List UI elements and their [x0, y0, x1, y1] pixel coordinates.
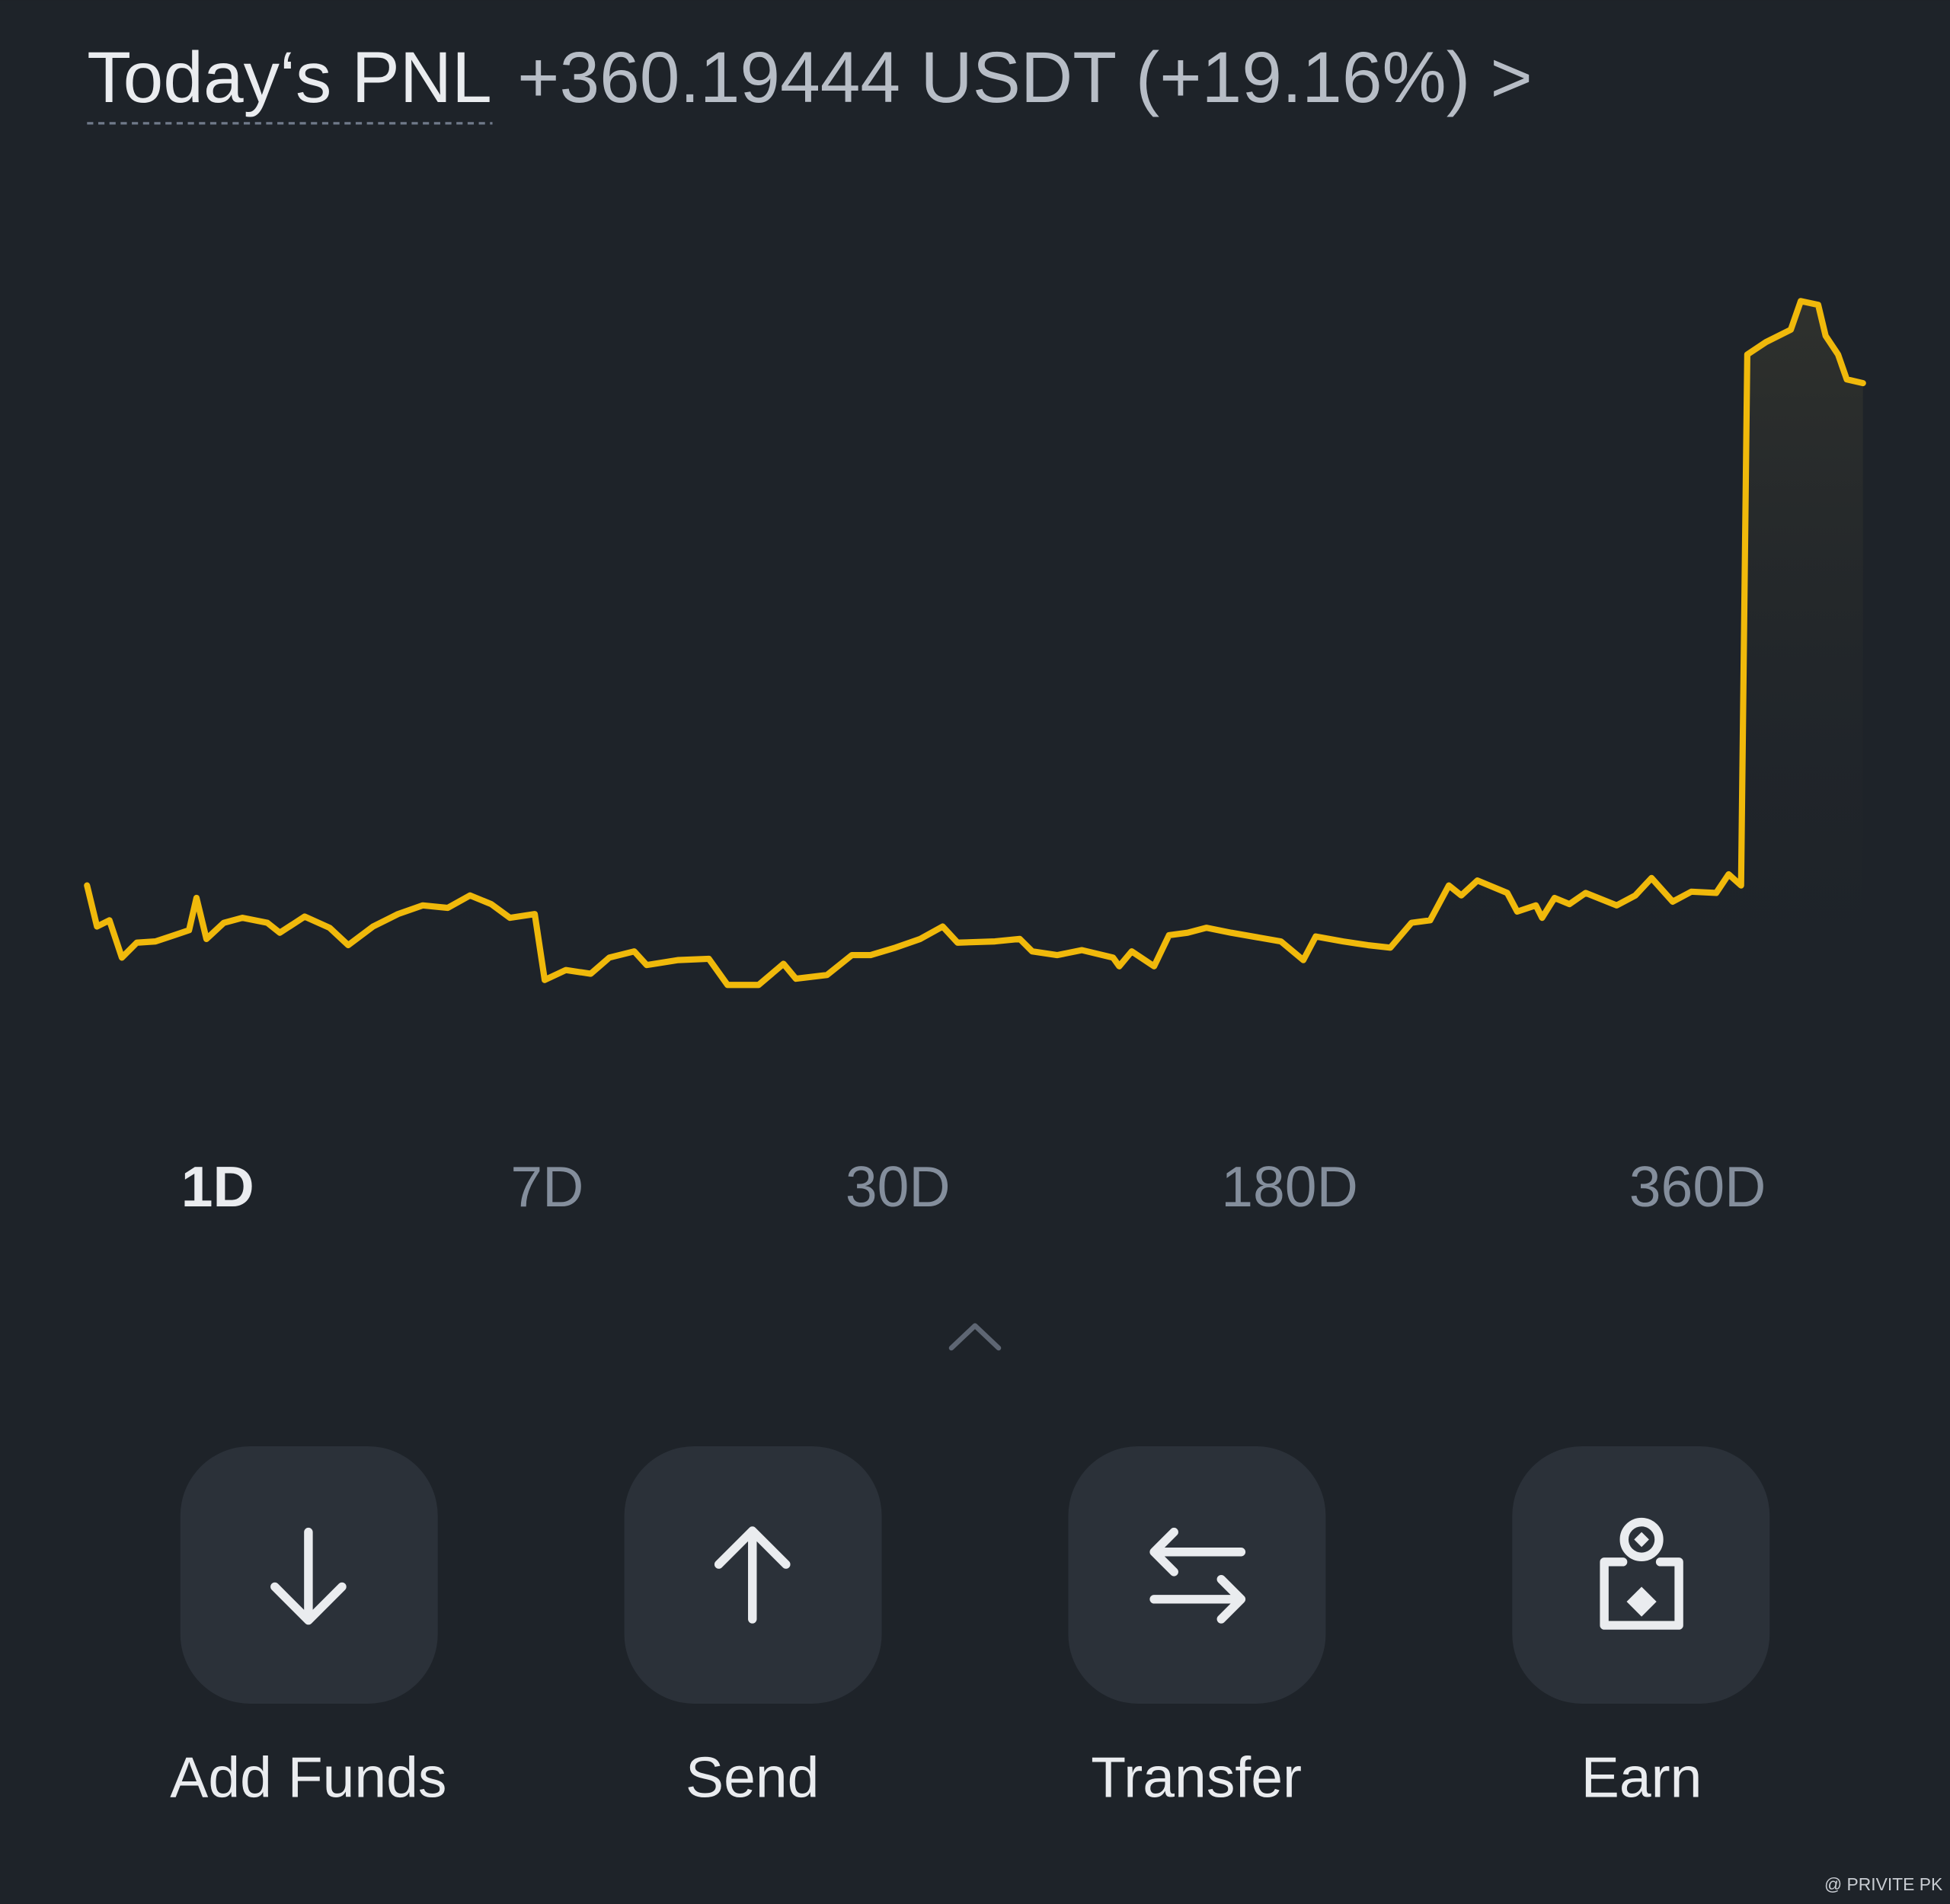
area-fill	[87, 301, 1863, 1020]
pnl-value[interactable]: +360.19444 USDT (+19.16%) >	[517, 37, 1533, 118]
period-tab[interactable]: 1D	[181, 1155, 254, 1219]
action-label[interactable]: Transfer	[1091, 1745, 1302, 1809]
action-label[interactable]: Add Funds	[170, 1745, 446, 1809]
earn-coin-icon	[1619, 1517, 1664, 1561]
pnl-line	[84, 298, 1866, 989]
period-tab[interactable]: 360D	[1629, 1155, 1766, 1219]
pnl-chart	[84, 298, 1866, 1020]
up-arrow-icon	[714, 1526, 791, 1624]
transfer-icon	[1149, 1527, 1246, 1624]
action-buttons: Add Funds Send Transfer Earn	[170, 1446, 1770, 1809]
down-arrow-icon	[270, 1527, 347, 1625]
period-tabs: 1D 7D 30D 180D 360D	[181, 1155, 1766, 1219]
watermark: @ PRIVITE PK	[1824, 1874, 1942, 1894]
action-label[interactable]: Send	[686, 1745, 819, 1809]
transfer-button[interactable]	[1068, 1446, 1326, 1704]
collapse-caret[interactable]	[948, 1323, 1002, 1351]
earn-button[interactable]	[1512, 1446, 1770, 1704]
period-tab[interactable]: 30D	[846, 1155, 951, 1219]
period-tab[interactable]: 7D	[510, 1155, 583, 1219]
action-label[interactable]: Earn	[1581, 1745, 1702, 1809]
earn-box-icon	[1600, 1557, 1683, 1630]
earn-coin-dot	[1634, 1532, 1649, 1548]
earn-diamond-icon	[1626, 1586, 1657, 1617]
period-tab[interactable]: 180D	[1221, 1155, 1358, 1219]
pnl-label[interactable]: Today‘s PNL	[87, 37, 492, 118]
